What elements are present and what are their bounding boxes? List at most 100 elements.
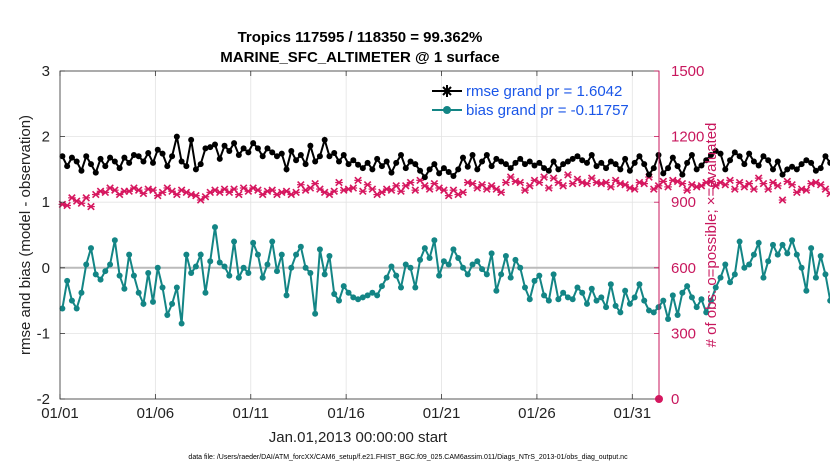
bias-point [641, 297, 648, 304]
bias-point [479, 266, 486, 273]
rmse-point [645, 171, 652, 178]
bias-point [603, 304, 610, 311]
bias-point [173, 284, 180, 291]
bias-point [798, 264, 805, 271]
bias-point [402, 261, 409, 268]
bias-point [412, 284, 419, 291]
bias-point [340, 283, 347, 290]
rmse-point [436, 170, 443, 177]
rmse-point [769, 166, 776, 173]
obs-count-point [330, 187, 339, 196]
bias-point [169, 300, 176, 307]
bias-point [536, 272, 543, 279]
rmse-point [169, 153, 176, 160]
bias-point [421, 245, 428, 252]
rmse-point [688, 151, 695, 158]
y-tick-label: 0 [42, 260, 50, 277]
bias-point [746, 261, 753, 268]
bias-point [321, 271, 328, 278]
data-file-footnote: data file: /Users/raeder/DAI/ATM_forcXX/… [188, 454, 628, 461]
rmse-point [231, 140, 238, 147]
rmse-point [579, 157, 586, 164]
rmse-point [684, 159, 691, 166]
rmse-point [78, 167, 85, 174]
rmse-point [498, 158, 505, 165]
rmse-point [126, 159, 133, 166]
rmse-point [669, 154, 676, 161]
bias-point [560, 289, 567, 296]
rmse-point [564, 158, 571, 165]
bias-point [149, 298, 156, 305]
bias-point [107, 261, 114, 268]
rmse-point [493, 155, 500, 162]
plot-area [60, 71, 659, 399]
rmse-point [183, 163, 190, 170]
obs-x-stroke [826, 189, 830, 195]
obs-count-point [516, 178, 525, 187]
bias-point [502, 252, 509, 259]
x-tick-label: 01/06 [137, 405, 175, 422]
rmse-point [197, 161, 204, 168]
bias-point [617, 309, 624, 316]
rmse-point [393, 159, 400, 166]
rmse-point [312, 158, 319, 165]
bias-point [469, 261, 476, 268]
rmse-point [703, 157, 710, 164]
bias-point [273, 268, 280, 275]
rmse-point [598, 159, 605, 166]
y-tick-label: -2 [37, 391, 50, 408]
bias-point [679, 289, 686, 296]
x-axis-ticks: 01/01 01/06 01/11 01/16 01/21 01/26 01/31 [41, 71, 651, 422]
bias-point [374, 292, 381, 299]
rmse-point [145, 150, 152, 156]
rmse-point [545, 167, 552, 174]
bias-point [579, 289, 586, 296]
obs-count-point [788, 180, 796, 189]
bias-point [722, 261, 729, 268]
rmse-point [259, 153, 266, 160]
bias-point [822, 271, 829, 278]
bias-point [302, 264, 309, 271]
bias-point [87, 245, 94, 252]
bias-point [192, 263, 199, 270]
rmse-point [531, 162, 538, 169]
bias-point [259, 274, 266, 281]
rmse-point [464, 163, 471, 170]
bias-point [240, 264, 247, 271]
bias-point [717, 274, 724, 281]
y-tick-label: 1 [42, 194, 50, 211]
bias-point [159, 284, 166, 291]
rmse-point [364, 159, 371, 166]
obs-count-point [764, 185, 773, 193]
bias-point [335, 297, 342, 304]
bias-point [793, 251, 800, 258]
bias-point [459, 264, 466, 271]
bias-point [78, 289, 85, 296]
rmse-point [340, 151, 347, 158]
rmse-point [402, 165, 409, 172]
obs-count-point [459, 188, 467, 197]
bias-point [130, 272, 137, 279]
bias-point [316, 246, 323, 253]
rmse-point [588, 151, 595, 158]
rmse-point [793, 166, 800, 173]
bias-point [784, 250, 791, 257]
bias-point [207, 258, 214, 265]
rmse-point [517, 155, 524, 162]
x-tick-label: 01/31 [614, 405, 652, 422]
obs-count-point [630, 185, 639, 193]
bias-point [312, 310, 319, 317]
bias-point [221, 263, 228, 270]
bias-point [154, 264, 161, 271]
rmse-point [326, 153, 333, 160]
bias-point [631, 294, 638, 301]
obs-count-point [411, 186, 420, 194]
y-right-tick-label: 600 [671, 260, 696, 277]
bias-point [707, 297, 714, 304]
bias-point [450, 246, 457, 253]
rmse-point [727, 157, 734, 164]
rmse-point [426, 166, 433, 173]
rmse-point [707, 151, 714, 158]
obs-count-point [349, 184, 358, 192]
